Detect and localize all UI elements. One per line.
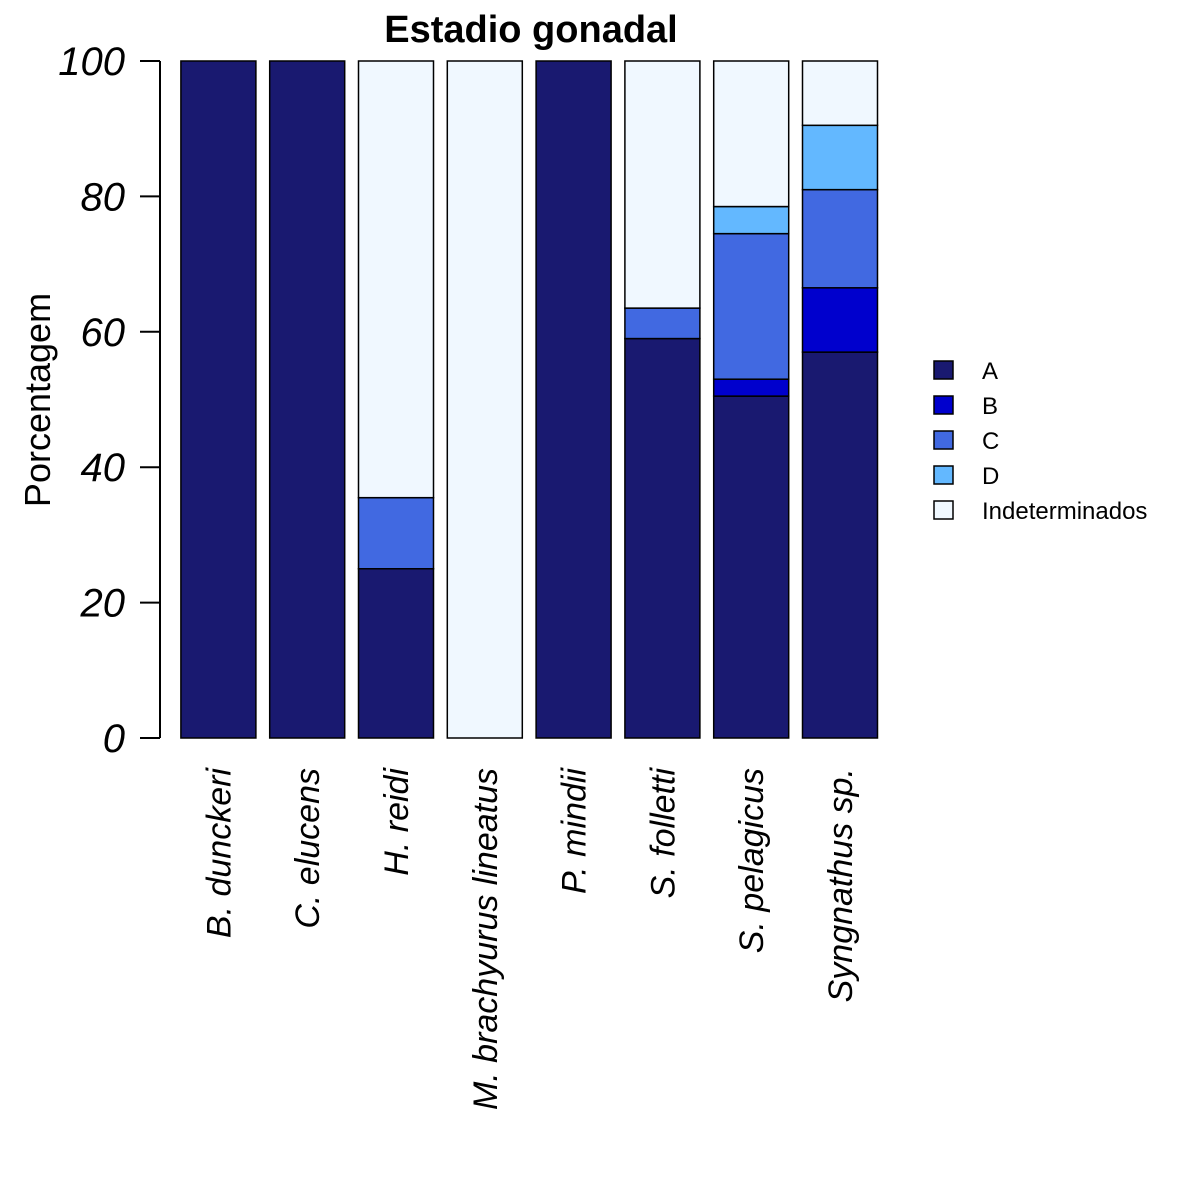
bar-segment [624, 307, 701, 340]
x-tick-label: C. elucens [289, 768, 327, 929]
legend-swatch [933, 395, 954, 415]
x-tick-label: B. dunckeri [200, 767, 238, 939]
legend-label: C [982, 428, 999, 455]
y-tick-label: 100 [58, 40, 125, 84]
legend-swatch [933, 430, 954, 450]
x-tick-label: P. mindii [556, 767, 594, 894]
legend-label: B [982, 393, 998, 420]
bar-segment [712, 232, 790, 380]
y-tick-label: 60 [81, 311, 126, 355]
legend-label: A [982, 358, 998, 385]
y-tick-label: 40 [81, 446, 126, 490]
bar-segment [712, 378, 790, 397]
x-tick-label: Syngnathus sp. [822, 768, 860, 1002]
bar-segment [801, 60, 879, 127]
bar-segment [180, 60, 257, 739]
legend-label: D [982, 463, 999, 490]
x-tick-label: M. brachyurus lineatus [467, 768, 505, 1110]
legend-label: Indeterminados [982, 498, 1147, 525]
bar-segment [357, 496, 435, 570]
bar-segment [357, 60, 435, 499]
bar-segment [712, 205, 790, 235]
legend-swatch [933, 500, 954, 520]
bar-segment [801, 124, 879, 191]
y-tick-label: 20 [80, 582, 126, 626]
bar-segment [712, 60, 790, 208]
bar-segment [268, 60, 346, 739]
y-tick-label: 0 [103, 717, 125, 761]
x-tick-label: H. reidi [378, 767, 416, 876]
legend-swatch [933, 465, 954, 485]
bar-segment [801, 188, 879, 289]
x-tick-label: S. folletti [644, 767, 682, 899]
bar-segment [624, 337, 701, 739]
bar-segment [357, 568, 435, 739]
bar-segment [535, 60, 612, 739]
bar-segment [712, 395, 790, 739]
bar-segment [624, 60, 701, 309]
legend-swatch [933, 360, 954, 380]
bar-segment [801, 287, 879, 353]
bar-segment [446, 60, 524, 739]
y-tick-label: 80 [81, 175, 126, 219]
y-axis-label: Porcentagem [17, 293, 58, 507]
bar-segment [801, 351, 879, 739]
chart-title: Estadio gonadal [384, 9, 677, 51]
x-tick-label: S. pelagicus [733, 768, 771, 953]
